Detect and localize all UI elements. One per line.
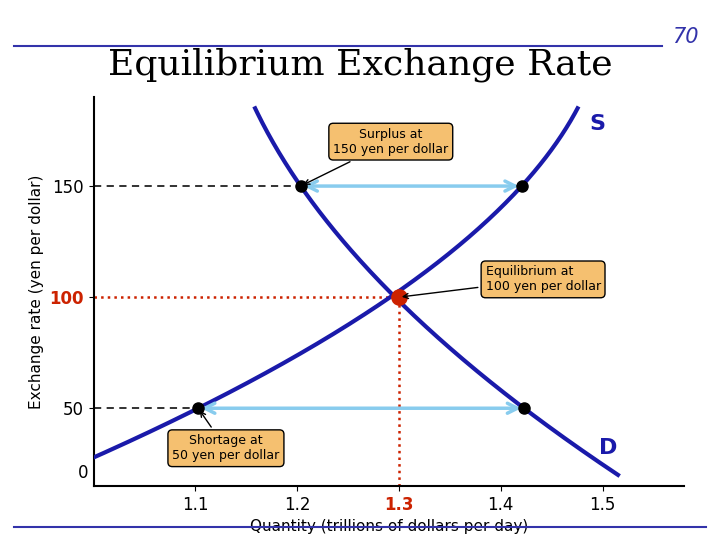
Y-axis label: Exchange rate (yen per dollar): Exchange rate (yen per dollar): [29, 174, 44, 409]
Text: Surplus at
150 yen per dollar: Surplus at 150 yen per dollar: [305, 127, 449, 184]
X-axis label: Quantity (trillions of dollars per day): Quantity (trillions of dollars per day): [250, 519, 528, 534]
Text: D: D: [599, 438, 618, 458]
Text: Equilibrium Exchange Rate: Equilibrium Exchange Rate: [108, 48, 612, 82]
Text: 70: 70: [672, 27, 698, 47]
Text: Equilibrium at
100 yen per dollar: Equilibrium at 100 yen per dollar: [403, 265, 600, 299]
Text: S: S: [589, 114, 605, 134]
Text: Shortage at
50 yen per dollar: Shortage at 50 yen per dollar: [172, 412, 279, 462]
Text: 0: 0: [78, 463, 89, 482]
